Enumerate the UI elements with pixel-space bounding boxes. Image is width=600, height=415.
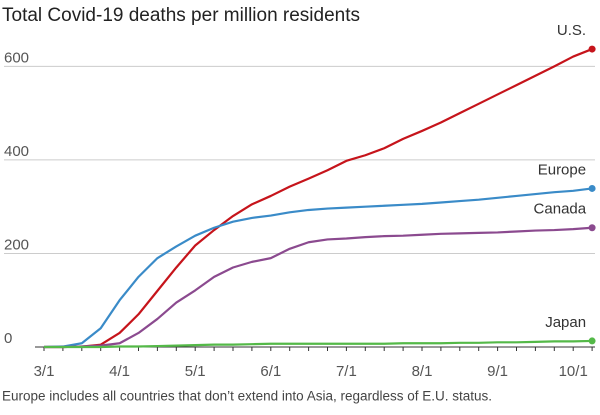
chart-title: Total Covid-19 deaths per million reside… <box>2 5 360 26</box>
x-tick-label: 5/1 <box>185 363 206 380</box>
x-tick-label: 6/1 <box>260 363 281 380</box>
series-label: Europe <box>538 161 586 178</box>
x-tick-label: 3/1 <box>34 363 55 380</box>
chart-note: Europe includes all countries that don’t… <box>2 389 492 404</box>
y-tick-label: 0 <box>4 330 12 347</box>
end-dot <box>588 224 596 232</box>
series-line <box>44 48 593 349</box>
series-line <box>44 339 593 349</box>
end-dot <box>588 45 596 53</box>
series-label: U.S. <box>557 22 586 39</box>
series-label: Canada <box>534 201 587 218</box>
y-tick-label: 400 <box>4 143 29 160</box>
x-tick-label: 8/1 <box>412 363 433 380</box>
end-dot <box>588 337 596 345</box>
series-line <box>43 187 593 349</box>
series-label: Japan <box>545 314 586 331</box>
y-tick-label: 600 <box>4 49 29 66</box>
end-dot <box>588 184 596 192</box>
x-tick-label: 4/1 <box>109 363 130 380</box>
x-tick-label: 7/1 <box>336 363 357 380</box>
series-line <box>44 226 593 349</box>
x-tick-label: 9/1 <box>487 363 508 380</box>
x-tick-label: 10/1 <box>559 363 588 380</box>
y-tick-label: 200 <box>4 236 29 253</box>
